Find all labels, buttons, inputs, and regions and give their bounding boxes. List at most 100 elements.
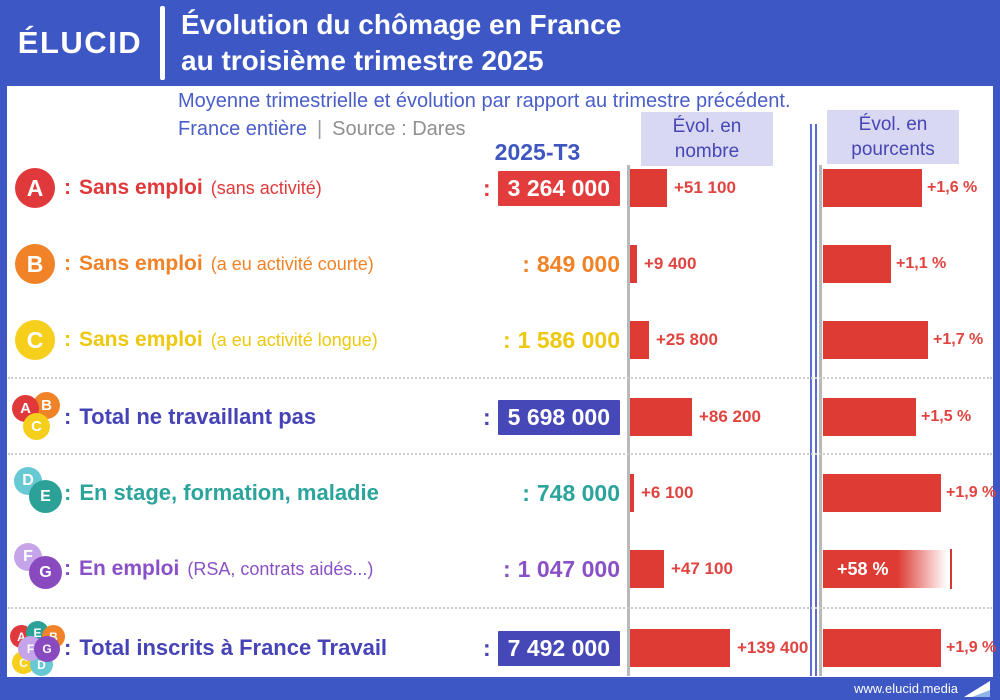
evolution-pourcents-bar xyxy=(823,398,916,436)
value-cell: :3 264 000 xyxy=(448,152,620,224)
period-value: 1 047 000 xyxy=(517,555,620,582)
pourcents-axis-line xyxy=(819,165,822,676)
row-label: : Sans emploi (a eu activité longue) xyxy=(64,328,378,351)
evolution-pourcents-label: +1,9 % xyxy=(946,639,997,656)
table-row: D E: En stage, formation, maladie:748 000 +… xyxy=(0,457,1000,529)
left-border xyxy=(0,86,7,677)
evolution-pourcents-bar xyxy=(823,629,941,667)
row-sublabel-text: (sans activité) xyxy=(210,177,322,198)
value-cell: :7 492 000 xyxy=(448,612,620,684)
row-label: : Sans emploi (a eu activité courte) xyxy=(64,252,374,275)
dotted-separator xyxy=(8,607,992,609)
evolution-pourcents-cell: +58 % xyxy=(823,549,952,589)
logo-divider xyxy=(160,6,165,80)
evolution-pourcents-cell: +1,5 % xyxy=(823,398,971,436)
row-label-text: Sans emploi xyxy=(79,176,203,199)
evolution-pourcents-label: +1,7 % xyxy=(933,331,984,348)
evolution-pourcents-label: +1,6 % xyxy=(927,179,978,196)
header-bar: ÉLUCID Évolution du chômage en France au… xyxy=(0,0,1000,86)
evolution-pourcents-cell: +1,6 % xyxy=(823,169,977,207)
category-badge: B xyxy=(15,244,55,284)
evolution-nombre-bar xyxy=(630,245,637,283)
evolution-pourcents-label: +1,5 % xyxy=(921,408,972,425)
table-row: B : Sans emploi (a eu activité courte) :849 … xyxy=(0,228,1000,300)
evolution-nombre-bar xyxy=(630,474,634,512)
period-value: 5 698 000 xyxy=(497,399,620,435)
evolution-pourcents-bar xyxy=(823,169,922,207)
value-cell: :1 586 000 xyxy=(503,326,620,353)
category-badge: G xyxy=(34,636,60,662)
nombre-axis-line xyxy=(627,165,630,676)
evolution-nombre-label: +6 100 xyxy=(641,483,694,502)
footer-bar: www.elucid.media xyxy=(0,677,1000,700)
category-badge: G xyxy=(29,556,62,589)
evolution-nombre-label: +86 200 xyxy=(699,407,761,426)
row-label: : Total ne travaillant pas xyxy=(64,404,317,429)
elucid-logo: ÉLUCID xyxy=(17,25,143,60)
source-label: Source : Dares xyxy=(332,118,466,140)
row-label: : En stage, formation, maladie xyxy=(64,480,379,505)
dotted-separator xyxy=(8,453,992,455)
evolution-pourcents-bar: +58 % xyxy=(823,550,947,588)
right-border xyxy=(993,86,1000,677)
evolution-nombre-bar xyxy=(630,321,649,359)
row-label: : Total inscrits à France Travail xyxy=(64,635,388,660)
evolution-nombre-bar xyxy=(630,550,664,588)
period-value: 849 000 xyxy=(536,250,620,277)
evolution-pourcents-bar xyxy=(823,245,891,283)
row-sublabel-text: (a eu activité longue) xyxy=(210,329,378,350)
row-label-text: En emploi xyxy=(79,557,180,580)
table-row: F G: En emploi (RSA, contrats aidés...):1 0… xyxy=(0,533,1000,605)
evolution-nombre-cell: +51 100 xyxy=(630,169,736,207)
title-line1: Évolution du chômage en France xyxy=(181,9,622,40)
evolution-nombre-bar xyxy=(630,169,667,207)
evolution-pourcents-bar xyxy=(823,474,941,512)
value-cell: :1 047 000 xyxy=(503,555,620,582)
period-value: 748 000 xyxy=(536,479,620,506)
evolution-nombre-bar xyxy=(630,629,730,667)
column-divider-line xyxy=(810,124,817,676)
evolution-pourcents-label: +1,1 % xyxy=(896,255,947,272)
evolution-pourcents-label: +1,9 % xyxy=(946,484,997,501)
evolution-nombre-label: +51 100 xyxy=(674,178,736,197)
table-row: A E B C D F G: Total inscrits à France Travail:… xyxy=(0,612,1000,684)
evolution-nombre-cell: +47 100 xyxy=(630,550,733,588)
row-label-text: Total ne travaillant pas xyxy=(79,404,317,429)
chart-subtitle: Moyenne trimestrielle et évolution par r… xyxy=(178,90,791,112)
evolution-nombre-cell: +25 800 xyxy=(630,321,718,359)
evolution-pourcents-cell: +1,9 % xyxy=(823,629,996,667)
value-cell: :748 000 xyxy=(522,479,620,506)
scope-separator: | xyxy=(316,118,323,140)
scope-source-line: France entière | Source : Dares xyxy=(178,118,466,141)
period-value: 3 264 000 xyxy=(497,170,620,206)
value-cell: :5 698 000 xyxy=(448,381,620,453)
category-badge: A xyxy=(15,168,55,208)
row-label-text: En stage, formation, maladie xyxy=(79,480,379,505)
evolution-nombre-cell: +6 100 xyxy=(630,474,693,512)
evolution-pourcents-cell: +1,9 % xyxy=(823,474,996,512)
column-header-evol-pourcents: Évol. en pourcents xyxy=(827,110,959,164)
category-badge: C xyxy=(23,413,50,440)
evolution-pourcents-bar xyxy=(823,321,928,359)
title-line2: au troisième trimestre 2025 xyxy=(181,45,544,76)
table-row: C: Sans emploi (a eu activité longue):1 58… xyxy=(0,304,1000,376)
table-row: A: Sans emploi (sans activité):3 264 000 +5… xyxy=(0,152,1000,224)
period-value: 7 492 000 xyxy=(497,630,620,666)
evolution-nombre-cell: +139 400 xyxy=(630,629,808,667)
footer-url: www.elucid.media xyxy=(853,681,958,696)
value-cell: :849 000 xyxy=(522,250,620,277)
column-header-evol-nombre: Évol. en nombre xyxy=(641,112,773,166)
table-row: B A C: Total ne travaillant pas:5 698 000 +8… xyxy=(0,381,1000,453)
evolution-nombre-cell: +9 400 xyxy=(630,245,696,283)
period-value: 1 586 000 xyxy=(517,326,620,353)
elucid-arrow-icon xyxy=(964,680,990,697)
column-header-period: 2025-T3 xyxy=(494,139,581,165)
evolution-pourcents-cell: +1,7 % xyxy=(823,321,983,359)
dotted-separator xyxy=(8,377,992,379)
evolution-nombre-label: +139 400 xyxy=(737,638,809,657)
row-sublabel-text: (RSA, contrats aidés...) xyxy=(187,558,374,579)
evolution-nombre-label: +47 100 xyxy=(671,559,733,578)
row-label: : Sans emploi (sans activité) xyxy=(64,176,322,199)
row-label-text: Total inscrits à France Travail xyxy=(79,635,388,660)
row-label-text: Sans emploi xyxy=(79,328,203,351)
